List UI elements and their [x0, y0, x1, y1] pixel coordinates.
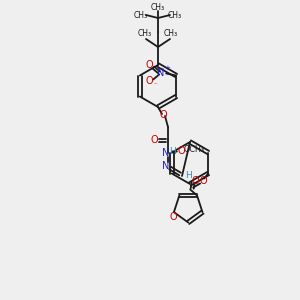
Text: O: O	[169, 212, 177, 222]
Text: N: N	[162, 161, 170, 171]
Text: O: O	[200, 176, 207, 187]
Text: +: +	[164, 65, 170, 71]
Text: O: O	[146, 76, 153, 86]
Text: O: O	[146, 61, 153, 70]
Text: O: O	[191, 176, 199, 185]
Text: OCH₃: OCH₃	[183, 145, 204, 154]
Text: CH₃: CH₃	[168, 11, 182, 20]
Text: O: O	[150, 135, 158, 145]
Text: ⁻: ⁻	[153, 82, 157, 88]
Text: H: H	[169, 146, 176, 155]
Text: O: O	[177, 146, 184, 155]
Text: CH₃: CH₃	[151, 2, 165, 11]
Text: CH₃: CH₃	[134, 11, 148, 20]
Text: O: O	[159, 110, 167, 120]
Text: N: N	[158, 68, 165, 79]
Text: H: H	[184, 170, 191, 179]
Text: N: N	[162, 148, 170, 158]
Text: CH₃: CH₃	[138, 29, 152, 38]
Text: CH₃: CH₃	[164, 29, 178, 38]
